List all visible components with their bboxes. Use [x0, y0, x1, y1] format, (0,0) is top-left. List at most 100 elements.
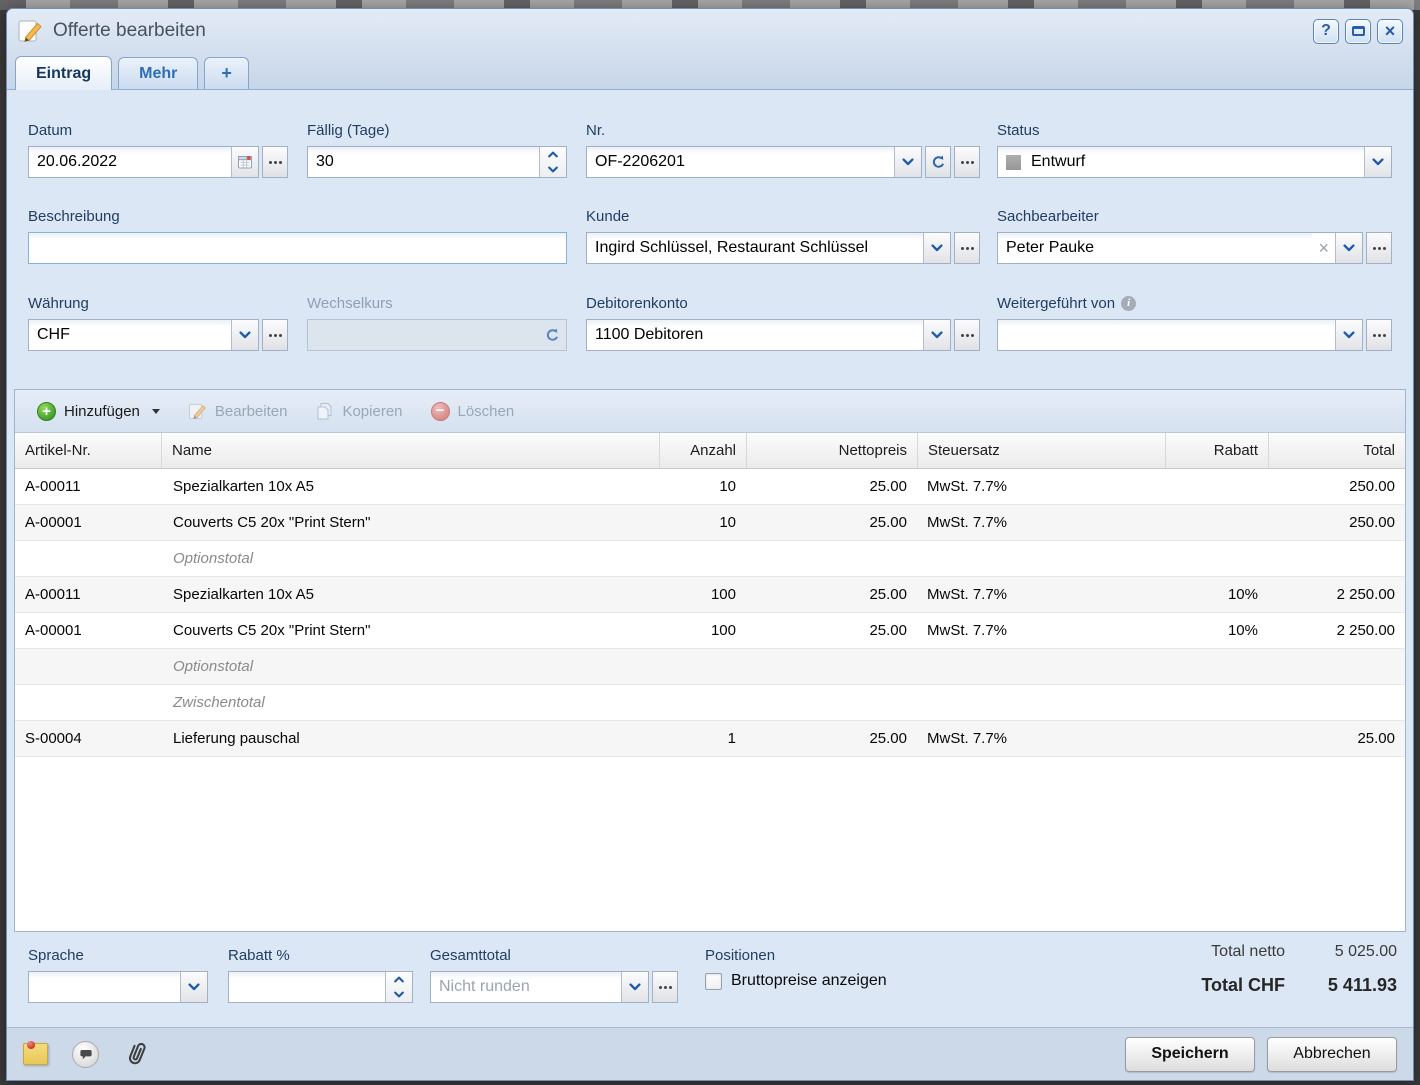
weitergefuehrt-von-field[interactable]	[997, 319, 1363, 351]
waehrung-dropdown-trigger[interactable]	[231, 320, 258, 350]
tab-add[interactable]: +	[204, 57, 249, 89]
clear-icon[interactable]: ×	[1312, 233, 1335, 263]
kunde-field[interactable]: Ingird Schlüssel, Restaurant Schlüssel	[586, 232, 951, 264]
wechselkurs-field	[307, 319, 567, 351]
positionen-label: Positionen	[705, 945, 965, 965]
delete-icon: −	[431, 402, 450, 421]
tab-bar: Eintrag Mehr +	[7, 53, 1413, 90]
close-icon: ×	[1385, 21, 1396, 42]
column-header-total[interactable]: Total	[1268, 433, 1405, 468]
nr-field[interactable]: OF-2206201	[586, 146, 922, 178]
tab-eintrag[interactable]: Eintrag	[15, 56, 112, 90]
kunde-dropdown-trigger[interactable]	[923, 233, 950, 263]
loeschen-button[interactable]: − Löschen	[417, 395, 529, 427]
nr-refresh-button[interactable]	[925, 146, 951, 178]
spinner-up-icon[interactable]	[540, 147, 566, 162]
table-row-subtotal[interactable]: Optionstotal	[15, 649, 1405, 685]
rabatt-field[interactable]	[228, 971, 413, 1003]
help-button[interactable]: ?	[1313, 19, 1339, 44]
table-row[interactable]: A-00001 Couverts C5 20x "Print Stern" 10…	[15, 505, 1405, 541]
totals-block: Total netto 5 025.00 Total CHF 5 411.93	[1201, 943, 1397, 1010]
maximize-button[interactable]	[1345, 19, 1371, 44]
add-icon: +	[37, 402, 56, 421]
bearbeiten-button[interactable]: Bearbeiten	[174, 395, 302, 427]
chevron-down-icon	[1343, 331, 1355, 339]
column-header-name[interactable]: Name	[161, 433, 659, 468]
rabatt-label: Rabatt %	[228, 945, 413, 965]
gesamttotal-dropdown-trigger[interactable]	[621, 972, 648, 1002]
sachbearbeiter-field[interactable]: Peter Pauke ×	[997, 232, 1363, 264]
sprache-field[interactable]	[28, 971, 208, 1003]
column-header-rabatt[interactable]: Rabatt	[1165, 433, 1268, 468]
sticky-note-icon[interactable]	[23, 1043, 48, 1065]
tab-mehr[interactable]: Mehr	[118, 57, 198, 89]
datum-label: Datum	[28, 120, 288, 140]
table-row-subtotal[interactable]: Zwischentotal	[15, 685, 1405, 721]
waehrung-field[interactable]: CHF	[28, 319, 259, 351]
table-row[interactable]: A-00011 Spezialkarten 10x A5 10 25.00 Mw…	[15, 469, 1405, 505]
spinner-down-icon[interactable]	[540, 162, 566, 177]
window-header: Offerte bearbeiten ? × Eintrag Mehr +	[7, 9, 1413, 90]
beschreibung-field[interactable]	[28, 232, 567, 264]
kunde-more-button[interactable]	[954, 232, 980, 264]
table-row[interactable]: S-00004 Lieferung pauschal 1 25.00 MwSt.…	[15, 721, 1405, 757]
weitergefuehrt-von-more-button[interactable]	[1366, 319, 1392, 351]
table-row[interactable]: A-00011 Spezialkarten 10x A5 100 25.00 M…	[15, 577, 1405, 613]
debitorenkonto-dropdown-trigger[interactable]	[923, 320, 950, 350]
datum-more-button[interactable]	[262, 146, 288, 178]
status-dropdown-trigger[interactable]	[1364, 147, 1391, 177]
debitorenkonto-field[interactable]: 1100 Debitoren	[586, 319, 951, 351]
titlebar: Offerte bearbeiten ? ×	[7, 9, 1413, 53]
dialog-title: Offerte bearbeiten	[53, 20, 206, 42]
sprache-dropdown-trigger[interactable]	[180, 972, 207, 1002]
sprache-label: Sprache	[28, 945, 208, 965]
edit-document-icon	[17, 18, 43, 44]
chevron-down-icon	[188, 983, 200, 991]
attachment-icon[interactable]	[123, 1041, 150, 1068]
column-header-anzahl[interactable]: Anzahl	[659, 433, 746, 468]
copy-icon	[315, 402, 334, 421]
table-row-subtotal[interactable]: Optionstotal	[15, 541, 1405, 577]
column-header-artikel[interactable]: Artikel-Nr.	[15, 433, 161, 468]
maximize-icon	[1352, 26, 1365, 36]
column-header-steuersatz[interactable]: Steuersatz	[917, 433, 1165, 468]
spinner-down-icon[interactable]	[386, 987, 412, 1002]
sachbearbeiter-more-button[interactable]	[1366, 232, 1392, 264]
nr-dropdown-trigger[interactable]	[894, 147, 921, 177]
comment-icon[interactable]	[72, 1041, 99, 1068]
more-icon	[961, 334, 974, 337]
total-chf-value: 5 411.93	[1285, 975, 1397, 996]
faellig-field[interactable]: 30	[307, 146, 567, 178]
speichern-button[interactable]: Speichern	[1125, 1037, 1255, 1072]
calendar-trigger[interactable]	[231, 147, 258, 177]
table-row[interactable]: A-00001 Couverts C5 20x "Print Stern" 10…	[15, 613, 1405, 649]
debitorenkonto-more-button[interactable]	[954, 319, 980, 351]
datum-field[interactable]: 20.06.2022	[28, 146, 259, 178]
faellig-label: Fällig (Tage)	[307, 120, 567, 140]
grid-header: Artikel-Nr. Name Anzahl Nettopreis Steue…	[15, 433, 1405, 469]
kopieren-button[interactable]: Kopieren	[301, 395, 416, 427]
waehrung-more-button[interactable]	[262, 319, 288, 351]
more-icon	[1373, 247, 1386, 250]
rabatt-spinner[interactable]	[385, 972, 412, 1002]
gesamttotal-field[interactable]: Nicht runden	[430, 971, 649, 1003]
more-icon	[1373, 334, 1386, 337]
close-button[interactable]: ×	[1377, 19, 1403, 44]
nr-label: Nr.	[586, 120, 980, 140]
gesamttotal-more-button[interactable]	[652, 971, 678, 1003]
column-header-nettopreis[interactable]: Nettopreis	[746, 433, 917, 468]
nr-more-button[interactable]	[954, 146, 980, 178]
chevron-down-icon	[629, 983, 641, 991]
weitergefuehrt-von-dropdown-trigger[interactable]	[1335, 320, 1362, 350]
bruttopreise-checkbox[interactable]	[705, 973, 722, 990]
abbrechen-button[interactable]: Abbrechen	[1267, 1037, 1397, 1072]
total-chf-row: Total CHF 5 411.93	[1201, 975, 1397, 996]
sachbearbeiter-dropdown-trigger[interactable]	[1335, 233, 1362, 263]
positions-grid: + Hinzufügen Bearbeiten	[14, 389, 1406, 932]
calendar-icon	[237, 154, 253, 170]
status-field[interactable]: Entwurf	[997, 146, 1392, 178]
hinzufuegen-button[interactable]: + Hinzufügen	[23, 395, 174, 427]
faellig-spinner[interactable]	[539, 147, 566, 177]
refresh-icon	[931, 155, 946, 170]
spinner-up-icon[interactable]	[386, 972, 412, 987]
